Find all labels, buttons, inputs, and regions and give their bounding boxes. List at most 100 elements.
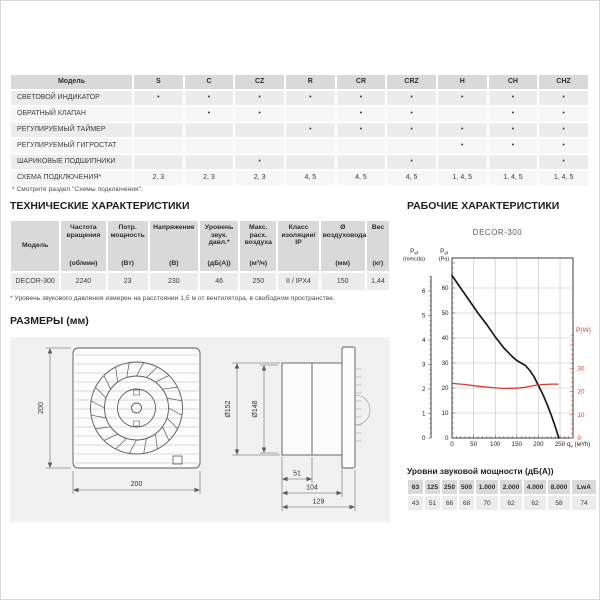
tech-header-unit: (м³/ч) [249, 260, 268, 268]
mmcda-tick-label: 2 [422, 386, 426, 393]
feature-cell: • [488, 123, 538, 137]
feature-label: СВЕТОВОЙ ИНДИКАТОР [11, 91, 132, 105]
noise-value-cell: 66 [442, 496, 457, 510]
feature-row: СВЕТОВОЙ ИНДИКАТОР • • • • • • • • • [11, 91, 588, 105]
feature-cell: • [488, 139, 538, 153]
x-tick-label: 250 [555, 441, 566, 448]
feature-cell [437, 107, 487, 121]
tech-column-header: Модель [11, 221, 60, 271]
y-axis-title-pa: Psf [440, 248, 449, 256]
tech-header-unit: (дБ(А)) [207, 260, 231, 268]
tech-column-header: Макс. расх. воздуха (м³/ч) [240, 221, 277, 271]
y-axis-unit-pa: (Pa) [439, 257, 450, 263]
arrow-down [47, 462, 53, 468]
front-panel-profile [341, 346, 356, 469]
feature-cell [184, 155, 234, 169]
tech-header-label: Модель [21, 242, 49, 250]
tech-column-header: Частота вращения (об/мин) [61, 221, 106, 271]
tech-header-unit: (Вт) [121, 260, 134, 268]
feature-cell [134, 123, 183, 137]
side-grille-ticks [355, 368, 362, 442]
feature-cell: 2, 3 [134, 171, 183, 185]
pa-tick-label: 20 [442, 385, 449, 392]
dimensions-section-title: РАЗМЕРЫ (мм) [10, 315, 89, 327]
features-model-column: CHZ [539, 75, 588, 89]
feature-cell: • [134, 91, 183, 105]
x-tick-label: 0 [450, 441, 454, 448]
feature-cell [285, 155, 335, 169]
tech-header-label: Напряжение [153, 224, 195, 231]
tech-data-row: DECOR-300 2240 23 230 46 250 II / IPX4 150 1,44 [11, 273, 389, 290]
feature-cell: • [235, 155, 284, 169]
feature-cell: • [539, 107, 588, 121]
features-model-column: CR [336, 75, 386, 89]
chart-frame [451, 257, 574, 439]
feature-cell [336, 155, 386, 169]
arrow-right [194, 487, 200, 493]
feature-label: СХЕМА ПОДКЛЮЧЕНИЯ* [11, 171, 132, 185]
feature-cell: • [437, 91, 487, 105]
feature-cell: • [488, 107, 538, 121]
feature-cell [336, 139, 386, 153]
impeller-hub [117, 388, 156, 428]
front-height-dim-label: 200 [38, 402, 45, 414]
features-model-column: CH [488, 75, 538, 89]
x-tick-label: 150 [512, 441, 523, 448]
performance-section-title: РАБОЧИЕ ХАРАКТЕРИСТИКИ [407, 200, 560, 212]
features-model-column: S [134, 75, 183, 89]
watt-tick-label: 20 [578, 389, 585, 396]
noise-band-header: 500 [459, 480, 474, 494]
feature-cell: 4, 5 [285, 171, 335, 185]
watt-tick-label: 30 [578, 365, 585, 372]
feature-row: СХЕМА ПОДКЛЮЧЕНИЯ* 2, 3 2, 3 2, 3 4, 5 4, 5 4,… [11, 171, 588, 185]
feature-cell: • [336, 123, 386, 137]
noise-table: 63 125 250 500 1.000 2.000 4.000 8.000 LwA 43 51 6… [406, 478, 598, 512]
tech-header-row: Модель Частота вращения (об/мин) Потр. мощн… [11, 221, 389, 271]
x-axis-title: qv (м³/h) [567, 441, 590, 449]
feature-cell: • [539, 155, 588, 169]
tech-value-cell: 2240 [61, 273, 106, 290]
performance-chart: 0 50 100 150 200 250 0 10 20 30 40 50 60 0 1 2 3 4 5 6 0 10 20… [400, 245, 595, 460]
feature-cell: • [539, 123, 588, 137]
features-header-row: Модель S C CZ R CR CRZ H CH CHZ [11, 75, 588, 89]
impeller-blades [90, 362, 183, 454]
feature-cell: • [437, 139, 487, 153]
tech-value-cell: II / IPX4 [278, 273, 319, 290]
feature-cell: 2, 3 [184, 171, 234, 185]
noise-band-header: 8.000 [548, 480, 570, 494]
noise-band-header: 63 [408, 480, 423, 494]
tech-table-head: Модель Частота вращения (об/мин) Потр. мощн… [11, 221, 389, 271]
noise-value-cell: 58 [548, 496, 570, 510]
tech-value-cell: 230 [149, 273, 198, 290]
tech-column-header: Напряжение (В) [149, 221, 198, 271]
feature-label: ШАРИКОВЫЕ ПОДШИПНИКИ [11, 155, 132, 169]
feature-cell: • [235, 107, 284, 121]
noise-header-row: 63 125 250 500 1.000 2.000 4.000 8.000 LwA [408, 480, 596, 494]
tech-header-label: Класс изоляции/ IP [281, 224, 316, 247]
chart-title: DECOR-300 [472, 228, 523, 237]
motor-dome [354, 394, 371, 426]
tech-column-header: Уровень звук. давл.* (дБ(А)) [199, 221, 239, 271]
features-table-body: СВЕТОВОЙ ИНДИКАТОР • • • • • • • • • ОБРАТНЫЙ КЛАП… [11, 91, 588, 185]
feature-row: РЕГУЛИРУЕМЫЙ ГИГРОСТАТ • • • [11, 139, 588, 153]
feature-cell: 1, 4, 5 [437, 171, 487, 185]
tech-footnote: * Уровень звукового давления измерен на … [10, 295, 335, 302]
arrow-left [73, 487, 79, 493]
feature-cell [285, 107, 335, 121]
feature-cell: 1, 4, 5 [539, 171, 588, 185]
tech-header-label: Макс. расх. воздуха [244, 224, 272, 247]
noise-band-header: 1.000 [476, 480, 498, 494]
features-model-column: R [285, 75, 335, 89]
tech-table: Модель Частота вращения (об/мин) Потр. мощн… [9, 219, 391, 292]
tech-header-label: Частота вращения [66, 224, 101, 239]
indicator-window [172, 455, 183, 465]
static-pressure-curve [451, 274, 560, 439]
arrow-up [47, 348, 53, 354]
tech-value-cell: 150 [320, 273, 365, 290]
feature-cell: • [539, 91, 588, 105]
tech-column-header: Класс изоляции/ IP [278, 221, 319, 271]
tech-column-header: Ø воздуховода (мм) [320, 221, 366, 271]
fan-side-view [281, 346, 371, 469]
performance-chart-svg: 0 50 100 150 200 2500102030405060012345601020… [403, 248, 591, 449]
hub-slot-bottom [133, 420, 140, 427]
